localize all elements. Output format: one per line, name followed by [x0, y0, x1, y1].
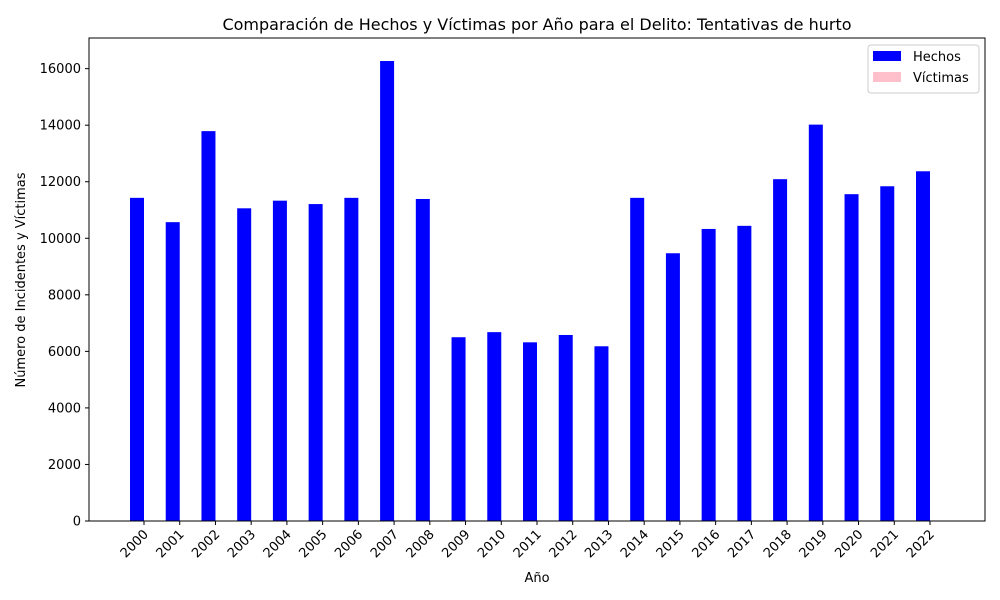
bar-hechos-2020 — [844, 194, 859, 521]
bar-hechos-2011 — [523, 342, 537, 521]
x-tick-label: 2021 — [868, 527, 902, 561]
x-tick-label: 2020 — [832, 527, 866, 561]
bar-hechos-2021 — [880, 186, 895, 521]
x-tick-label: 2016 — [689, 527, 723, 561]
x-tick-label: 2002 — [189, 527, 223, 561]
bar-hechos-2006 — [344, 197, 359, 521]
bar-hechos-2010 — [487, 332, 502, 521]
y-tick-label: 14000 — [40, 119, 81, 134]
y-tick-label: 12000 — [40, 175, 81, 190]
x-tick-label: 2014 — [618, 527, 652, 561]
bar-hechos-2004 — [272, 200, 287, 521]
chart-title: Comparación de Hechos y Víctimas por Año… — [222, 15, 851, 34]
x-tick-label: 2022 — [904, 527, 938, 561]
bar-hechos-2014 — [630, 197, 645, 521]
bar-hechos-2005 — [308, 204, 323, 521]
y-tick-label: 6000 — [48, 345, 81, 360]
x-tick-label: 2011 — [511, 527, 545, 561]
x-ticks-group: 2000 2001 2002 2003 2004 2005 2006 2007 2008 2009… — [118, 521, 938, 561]
y-axis-title: Número de Incidentes y Víctimas — [14, 172, 29, 387]
x-tick-label: 2001 — [154, 527, 188, 561]
x-tick-label: 2009 — [439, 527, 473, 561]
x-axis-title: Año — [524, 571, 549, 586]
x-tick-label: 2007 — [368, 527, 402, 561]
x-tick-label: 2008 — [404, 527, 438, 561]
bar-hechos-2016 — [701, 228, 716, 522]
bar-hechos-2013 — [594, 346, 609, 521]
x-tick-label: 2010 — [475, 527, 509, 561]
x-tick-label: 2005 — [296, 527, 330, 561]
y-tick-label: 8000 — [48, 288, 81, 303]
bar-hechos-2002 — [201, 131, 216, 522]
bar-hechos-2015 — [665, 253, 680, 521]
bar-hechos-2001 — [165, 222, 180, 521]
legend-swatch-víctimas — [873, 72, 901, 82]
x-tick-label: 2019 — [797, 527, 831, 561]
bar-hechos-2007 — [380, 61, 395, 522]
legend-label-hechos: Hechos — [913, 50, 961, 65]
y-tick-label: 0 — [73, 515, 81, 530]
bar-hechos-2017 — [737, 225, 752, 522]
x-tick-label: 2004 — [261, 527, 295, 561]
x-tick-label: 2000 — [118, 527, 152, 561]
bars-group — [130, 61, 930, 522]
legend-label-víctimas: Víctimas — [913, 71, 969, 86]
x-tick-label: 2006 — [332, 527, 366, 561]
x-tick-label: 2003 — [225, 527, 259, 561]
x-tick-label: 2015 — [654, 527, 688, 561]
x-tick-label: 2017 — [725, 527, 759, 561]
bar-hechos-2009 — [451, 337, 466, 521]
legend-swatch-hechos — [873, 51, 901, 61]
x-tick-label: 2012 — [547, 527, 581, 561]
legend: Hechos Víctimas — [867, 44, 980, 94]
y-tick-label: 2000 — [48, 458, 81, 473]
bar-hechos-2018 — [773, 179, 788, 521]
bar-hechos-2003 — [237, 208, 252, 522]
x-tick-label: 2018 — [761, 527, 795, 561]
y-tick-label: 10000 — [40, 232, 81, 247]
bar-hechos-2008 — [415, 198, 430, 522]
y-ticks-group: 0 2000 4000 6000 8000 10000 12000 14000 16000 — [40, 62, 89, 530]
bar-hechos-2022 — [916, 171, 930, 521]
bar-hechos-2000 — [130, 197, 144, 521]
y-tick-label: 4000 — [48, 401, 81, 416]
bar-hechos-2019 — [808, 124, 823, 522]
y-tick-label: 16000 — [40, 62, 81, 77]
x-tick-label: 2013 — [582, 527, 616, 561]
bar-hechos-2012 — [558, 334, 573, 521]
